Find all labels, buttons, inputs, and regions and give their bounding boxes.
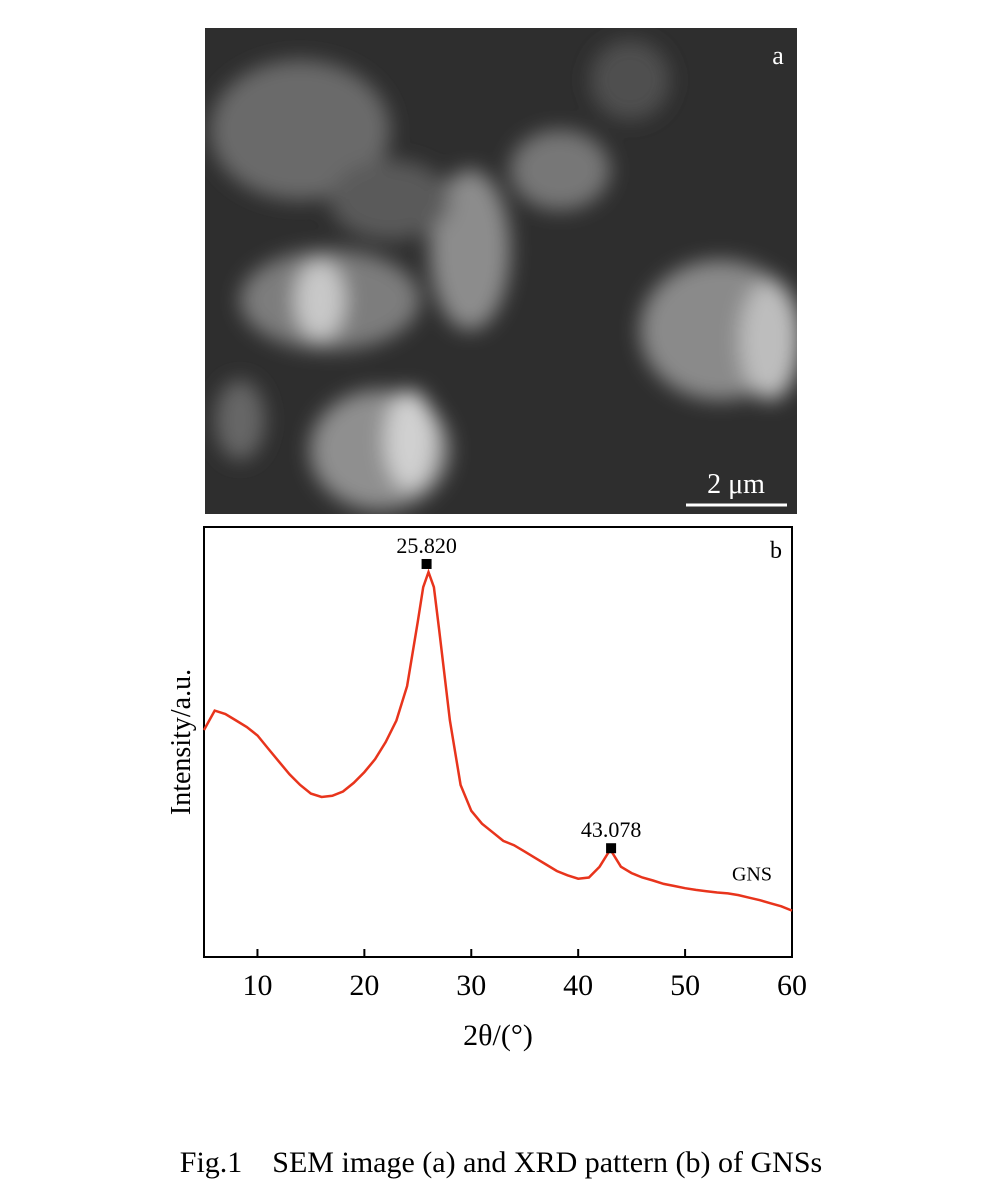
x-tick-label: 40 [563,969,593,1002]
peak-label: 43.078 [581,817,642,842]
caption: Fig.1 SEM image (a) and XRD pattern (b) … [180,1146,822,1179]
panel-label: a [772,41,784,70]
plot-frame [203,526,793,958]
x-tick-label: 20 [349,969,379,1002]
peak-marker [606,843,617,854]
scale-bar-label: 2 μm [707,469,765,500]
x-tick-label: 60 [777,969,807,1002]
data-line [202,568,793,912]
x-tick-label: 30 [456,969,486,1002]
peak-label: 25.820 [396,533,457,558]
panel-label: b [770,538,782,564]
x-axis-label: 2θ/(°) [463,1019,533,1052]
y-axis-label: Intensity/a.u. [166,669,197,815]
x-tick-label: 10 [242,969,272,1002]
x-tick-label: 50 [670,969,700,1002]
sem-image: 2 μm a [205,28,797,514]
series-label: GNS [732,864,772,886]
peak-marker [421,558,432,569]
